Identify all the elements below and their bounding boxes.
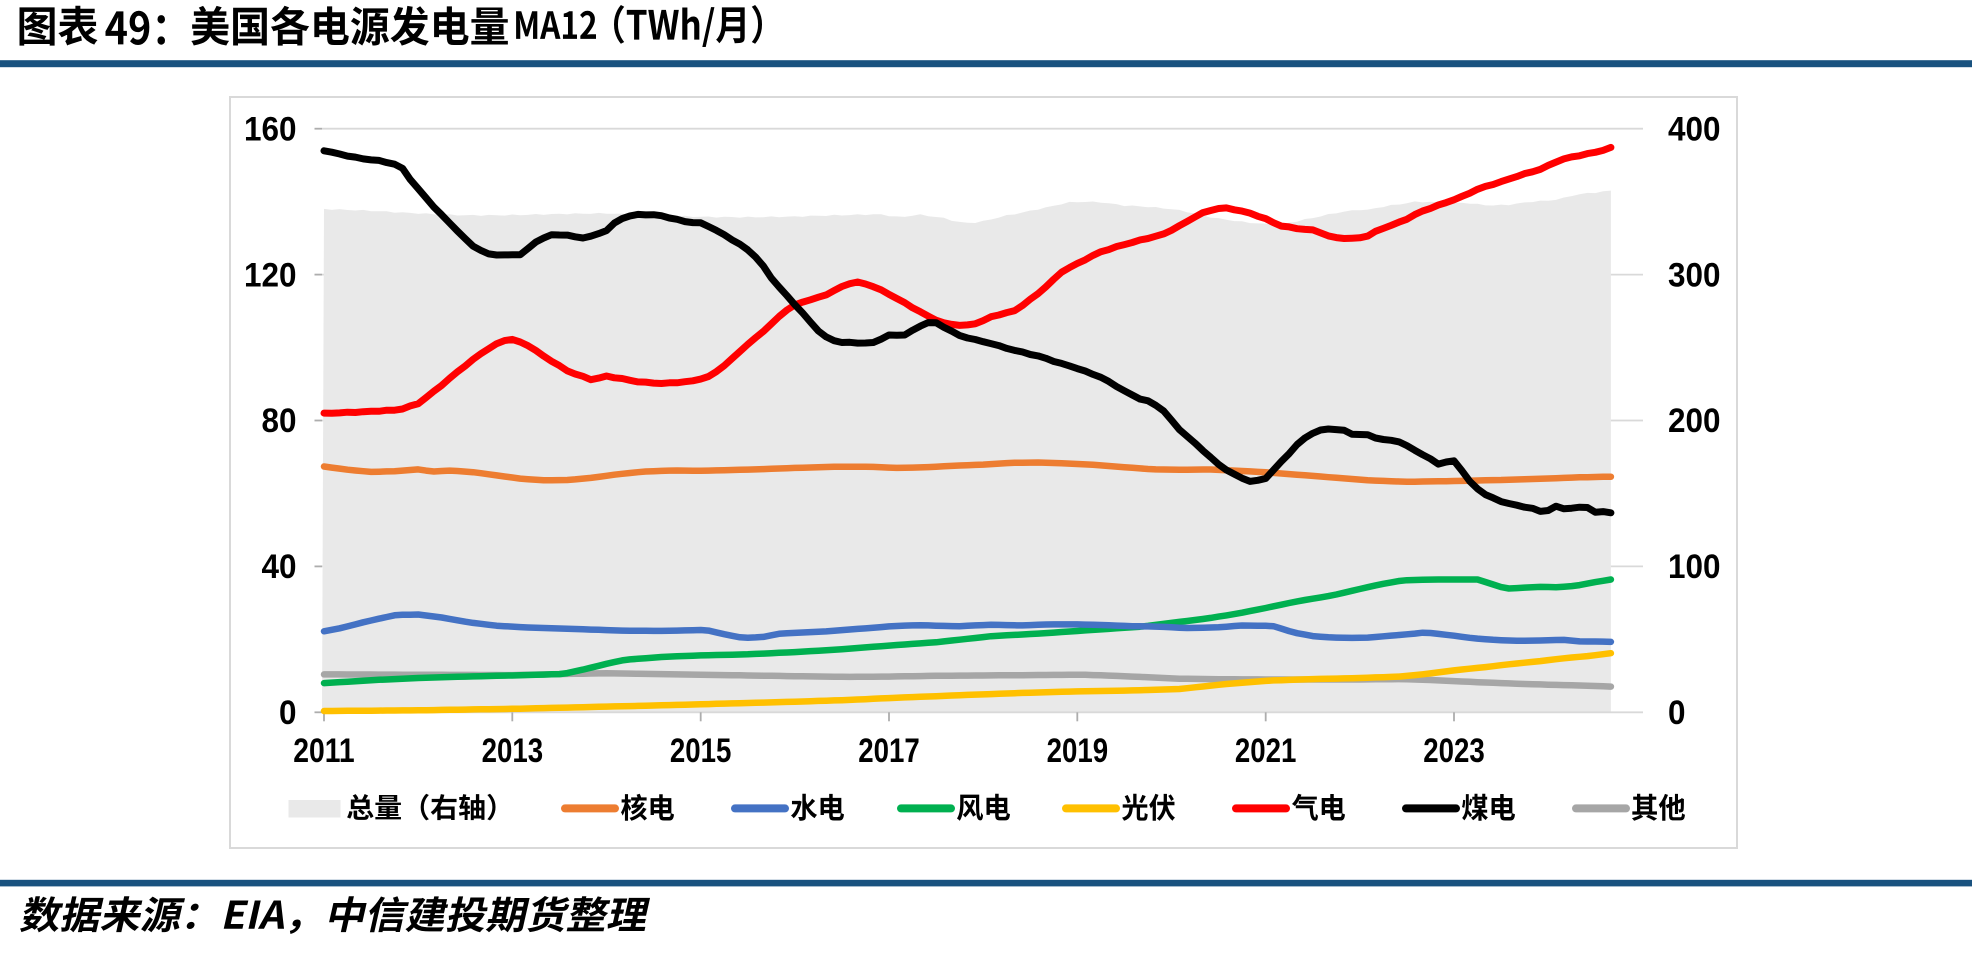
svg-text:160: 160	[244, 110, 297, 148]
svg-text:0: 0	[1668, 694, 1686, 732]
svg-text:2013: 2013	[482, 732, 543, 770]
svg-text:0: 0	[279, 694, 297, 732]
svg-text:2011: 2011	[293, 732, 355, 770]
svg-text:100: 100	[1668, 548, 1721, 586]
svg-text:300: 300	[1668, 256, 1721, 294]
svg-text:80: 80	[262, 402, 297, 440]
svg-text:2017: 2017	[858, 732, 920, 770]
svg-text:2021: 2021	[1235, 732, 1297, 770]
svg-text:200: 200	[1668, 402, 1721, 440]
svg-text:2019: 2019	[1047, 732, 1109, 770]
svg-text:40: 40	[262, 548, 297, 586]
svg-text:120: 120	[244, 256, 297, 294]
svg-text:400: 400	[1668, 110, 1721, 148]
svg-text:2023: 2023	[1423, 732, 1485, 770]
svg-text:2015: 2015	[670, 732, 732, 770]
